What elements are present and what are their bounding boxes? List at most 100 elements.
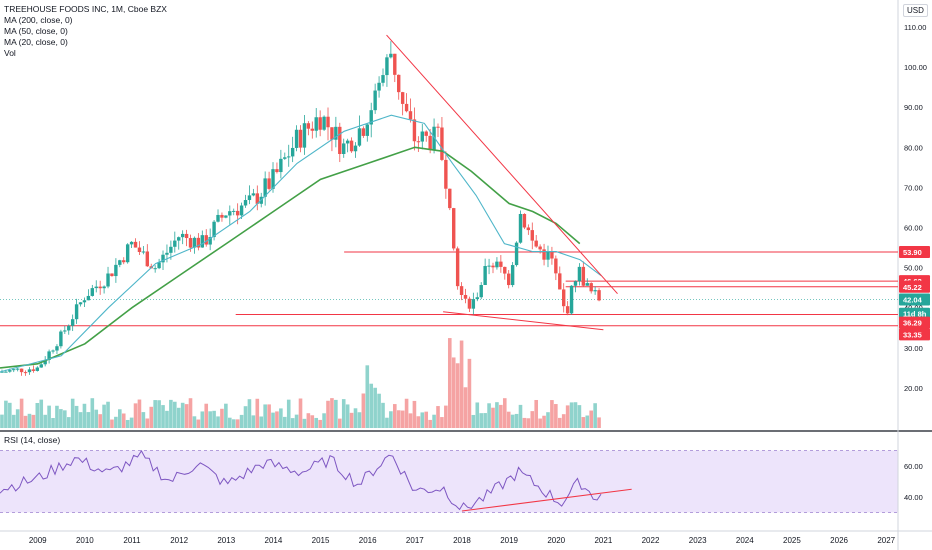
candle-body [8,370,12,372]
price-label-box [899,293,930,306]
candle-body [184,233,189,239]
candle-body [338,126,342,155]
volume-bar [550,400,554,428]
candle-body [0,371,4,373]
volume-bar [318,419,322,428]
candle-body [216,214,220,222]
candle-body [459,286,464,295]
candle-body [243,200,248,206]
volume-bar [334,399,338,428]
candle-body [562,289,566,307]
volume-bar [361,393,366,428]
volume-bar [557,417,562,428]
price-label-text: 33.35 [903,330,922,339]
volume-bar [114,416,118,428]
volume-bar [506,411,511,428]
candle-body [94,286,98,289]
x-tick-label: 2013 [217,536,235,545]
candle-body [334,126,338,140]
volume-bar [510,414,515,428]
candle-body [397,74,401,93]
volume-bar [145,418,150,428]
volume-bar [102,404,106,428]
candle-body [550,251,554,259]
trend-line [386,34,618,295]
volume-bar [491,407,495,428]
volume-bar [118,409,122,428]
candle-body [424,131,428,136]
candle-body [251,193,256,196]
volume-bar [471,414,476,428]
candle-body [573,281,578,286]
candle-body [518,213,523,243]
volume-bar [180,402,185,428]
volume-bar [357,412,362,428]
candle-body [448,188,452,209]
volume-bar [169,399,173,428]
volume-bar [82,403,87,428]
volume-bar [404,398,409,428]
candle-body [310,128,314,131]
candle-body [106,273,110,287]
price-label-box [899,245,930,258]
candle-body [593,290,597,292]
candle-body [585,283,589,286]
candle-body [499,261,503,267]
volume-bar [153,400,157,428]
volume-bar [341,399,346,428]
x-tick-label: 2015 [312,536,330,545]
candle-body [302,123,307,148]
price-label-text: 11d 8h [903,310,927,319]
volume-bar [216,416,220,428]
trend-line [443,311,604,331]
volume-bar [204,403,209,428]
candle-body [283,157,287,159]
candle-body [455,248,460,287]
candle-body [373,90,377,111]
x-tick-label: 2026 [830,536,848,545]
candle-body [349,140,354,152]
volume-bar [538,418,542,428]
legend-vol: Vol [4,48,16,58]
candle-body [298,129,303,148]
candle-body [15,368,20,370]
candle-body [428,135,432,151]
candle-body [212,221,216,238]
price-label-box [899,280,930,293]
candle-body [495,261,499,268]
candle-body [522,213,527,228]
legend-ma20: MA (20, close, 0) [4,37,68,47]
volume-bar [479,413,484,428]
candle-body [102,286,106,289]
volume-bar [231,419,236,428]
price-label-text: 45.22 [903,283,922,292]
moving-averages [0,114,602,373]
volume-bar [239,414,244,428]
candle-body [432,126,436,151]
volume-bar [149,406,154,428]
volume-bar [212,410,216,428]
volume-bar [74,405,79,428]
volume-bar [353,408,358,428]
volume-bar [436,406,440,428]
volume-bar [526,418,531,428]
x-tick-label: 2009 [29,536,47,545]
candle-body [479,285,483,298]
candle-body [471,299,476,309]
volume-bar [0,414,4,428]
volume-bar [400,410,405,428]
volume-bar [43,414,47,428]
candle-body [330,127,334,140]
volume-bar [467,358,472,428]
y-tick-label: 80.00 [904,143,923,152]
volume-bar [420,412,425,428]
candle-body [118,260,122,265]
candle-body [400,92,405,104]
candle-body [503,266,507,274]
volume-bar [282,416,287,428]
volume-bar [11,414,16,428]
candle-body [589,283,593,292]
candle-body [294,129,299,148]
candle-body [322,116,326,130]
